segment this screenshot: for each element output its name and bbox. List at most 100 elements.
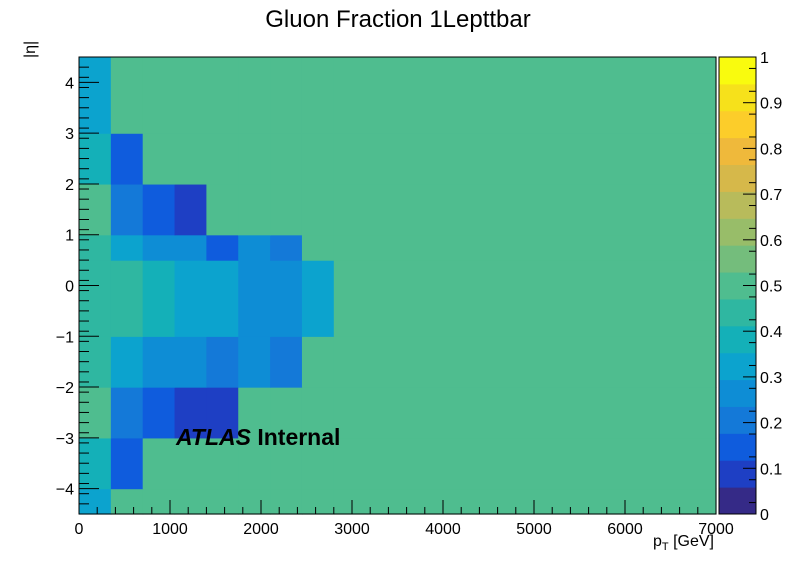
color-scale-segment bbox=[719, 379, 756, 407]
color-scale-segment bbox=[719, 406, 756, 434]
heatmap-cell bbox=[301, 437, 335, 490]
heatmap-cell bbox=[238, 183, 271, 236]
x-tick-label: 7000 bbox=[698, 521, 734, 538]
heatmap-cell bbox=[333, 387, 717, 439]
heatmap-cell bbox=[174, 488, 207, 515]
x-axis-label: pT [GeV] bbox=[653, 533, 714, 553]
x-tick-label: 3000 bbox=[334, 521, 370, 538]
z-tick-label: 0 bbox=[760, 507, 769, 524]
heatmap-cells bbox=[79, 57, 717, 515]
heatmap-cell bbox=[270, 183, 303, 236]
heatmap-cell bbox=[238, 234, 271, 261]
color-scale-segment bbox=[719, 433, 756, 461]
heatmap-cell bbox=[174, 57, 207, 134]
heatmap-cell bbox=[301, 387, 335, 439]
heatmap-cell bbox=[333, 336, 717, 388]
x-tick-label: 5000 bbox=[516, 521, 552, 538]
z-tick-label: 1 bbox=[760, 50, 769, 67]
heatmap-cell bbox=[333, 183, 717, 236]
heatmap-cell bbox=[110, 387, 144, 439]
z-axis: 0 0.1 0.2 0.3 0.4 0.5 0.6 0.7 0.8 0.9 1 bbox=[743, 50, 782, 524]
heatmap-cell bbox=[270, 336, 303, 388]
heatmap-cell bbox=[110, 133, 144, 185]
heatmap-cell bbox=[238, 336, 271, 388]
heatmap-cell bbox=[79, 488, 112, 515]
x-axis-label-main: p bbox=[653, 533, 662, 550]
z-tick-label: 0.1 bbox=[760, 461, 782, 478]
heatmap-cell bbox=[110, 437, 144, 490]
heatmap-cell bbox=[301, 336, 335, 388]
heatmap-cell bbox=[270, 437, 303, 490]
heatmap-cell bbox=[110, 336, 144, 388]
heatmap-cell bbox=[79, 260, 112, 337]
heatmap-cell bbox=[238, 260, 271, 337]
y-tick-label: 2 bbox=[65, 177, 74, 194]
z-tick-label: 0.8 bbox=[760, 141, 782, 158]
heatmap-cell bbox=[174, 336, 207, 388]
y-tick-label: 4 bbox=[65, 75, 74, 92]
heatmap-cell bbox=[142, 57, 176, 134]
heatmap-cell bbox=[238, 488, 271, 515]
heatmap-cell bbox=[238, 57, 271, 134]
heatmap-cell bbox=[110, 488, 144, 515]
heatmap-cell bbox=[301, 260, 335, 337]
chart-title: Gluon Fraction 1Lepttbar bbox=[265, 6, 531, 33]
atlas-label: ATLAS Internal bbox=[176, 424, 340, 451]
y-tick-label: −1 bbox=[56, 329, 74, 346]
heatmap-cell bbox=[301, 57, 335, 134]
color-scale-segment bbox=[719, 110, 756, 139]
color-scale-segment bbox=[719, 298, 756, 327]
color-scale-segment bbox=[719, 137, 756, 166]
color-scale-segment bbox=[719, 83, 756, 112]
heatmap-cell bbox=[238, 133, 271, 185]
y-tick-label: −2 bbox=[56, 380, 74, 397]
heatmap-cell bbox=[333, 57, 717, 134]
heatmap-cell bbox=[79, 234, 112, 261]
x-tick-label: 4000 bbox=[425, 521, 461, 538]
y-tick-label: 3 bbox=[65, 126, 74, 143]
heatmap-cell bbox=[270, 57, 303, 134]
heatmap-cell bbox=[142, 234, 176, 261]
color-scale-segment bbox=[719, 218, 756, 246]
heatmap-cell bbox=[270, 133, 303, 185]
x-axis-label-unit: [GeV] bbox=[673, 533, 714, 550]
y-tick-label: 1 bbox=[65, 228, 74, 245]
heatmap-cell bbox=[301, 234, 335, 261]
x-tick-label: 1000 bbox=[152, 521, 188, 538]
heatmap-cell bbox=[301, 133, 335, 185]
x-axis: 0 1000 2000 3000 4000 5000 6000 7000 bbox=[75, 500, 734, 538]
atlas-label-status: Internal bbox=[257, 424, 341, 450]
heatmap-cell bbox=[270, 234, 303, 261]
heatmap-cell bbox=[333, 437, 717, 490]
z-tick-label: 0.6 bbox=[760, 233, 782, 250]
heatmap-cell bbox=[270, 260, 303, 337]
heatmap-cell bbox=[174, 387, 207, 439]
x-tick-label: 0 bbox=[75, 521, 84, 538]
heatmap-cell bbox=[270, 387, 303, 439]
y-axis: −4 −3 −2 −1 0 1 2 3 4 bbox=[56, 56, 99, 515]
z-tick-label: 0.7 bbox=[760, 187, 782, 204]
color-scale-segment bbox=[719, 245, 756, 273]
color-scale-segment bbox=[719, 325, 756, 354]
heatmap-cell bbox=[206, 488, 239, 515]
heatmap-cell bbox=[333, 234, 717, 261]
heatmap-cell bbox=[110, 260, 144, 337]
heatmap-cell bbox=[174, 234, 207, 261]
z-tick-label: 0.5 bbox=[760, 279, 782, 296]
z-tick-label: 0.9 bbox=[760, 96, 782, 113]
z-tick-label: 0.2 bbox=[760, 416, 782, 433]
heatmap-cell bbox=[333, 260, 717, 337]
heatmap-cell bbox=[79, 57, 112, 134]
color-scale-segment bbox=[719, 352, 756, 381]
y-axis-label-text: |η| bbox=[22, 40, 39, 58]
heatmap-cell bbox=[142, 437, 176, 490]
color-scale-segment bbox=[719, 57, 756, 85]
heatmap-cell bbox=[238, 387, 271, 439]
heatmap-cell bbox=[333, 488, 717, 515]
heatmap-cell bbox=[174, 437, 207, 490]
heatmap-cell bbox=[174, 260, 207, 337]
y-tick-label: 0 bbox=[65, 279, 74, 296]
x-tick-label: 6000 bbox=[607, 521, 643, 538]
heatmap-cell bbox=[206, 133, 239, 185]
